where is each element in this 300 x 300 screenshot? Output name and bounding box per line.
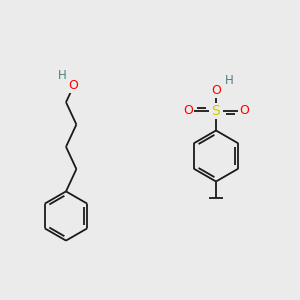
Text: H: H	[58, 69, 67, 82]
Text: O: O	[183, 104, 193, 118]
Text: O: O	[211, 84, 221, 98]
Text: O: O	[69, 80, 79, 92]
Text: S: S	[212, 104, 220, 118]
Text: O: O	[239, 104, 249, 118]
Text: H: H	[225, 74, 234, 87]
